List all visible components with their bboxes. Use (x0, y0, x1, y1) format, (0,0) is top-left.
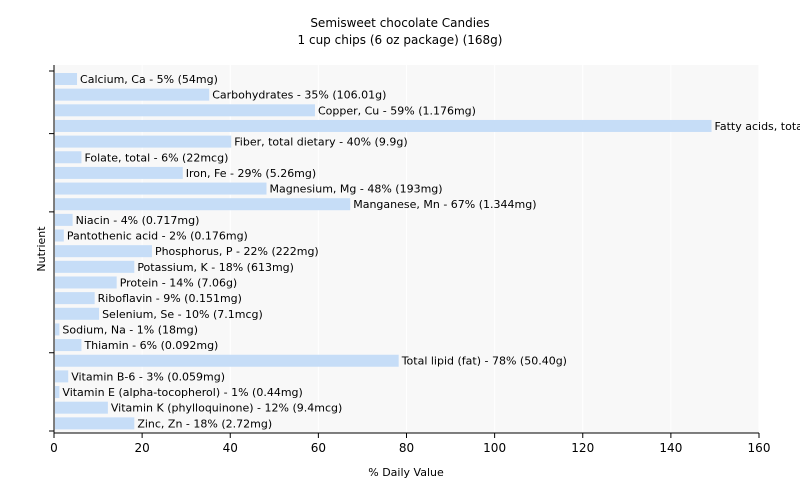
bar-label: Iron, Fe - 29% (5.26mg) (186, 167, 316, 180)
bar (55, 370, 69, 383)
x-tick-label: 120 (571, 441, 594, 455)
bar-label: Selenium, Se - 10% (7.1mcg) (102, 308, 263, 321)
bar (55, 73, 78, 85)
bar (55, 135, 232, 148)
bar (55, 276, 117, 289)
bar-label: Manganese, Mn - 67% (1.344mg) (353, 198, 536, 211)
bar-label: Sodium, Na - 1% (18mg) (62, 323, 198, 336)
bar-label: Niacin - 4% (0.717mg) (76, 214, 200, 227)
bar (55, 339, 82, 352)
bar (55, 88, 210, 101)
x-tick-label: 140 (659, 441, 682, 455)
bar (55, 229, 64, 242)
bar-label: Potassium, K - 18% (613mg) (137, 261, 294, 274)
bar-label: Thiamin - 6% (0.092mg) (83, 339, 218, 352)
chart-title: Semisweet chocolate Candies (310, 16, 489, 30)
bar-label: Copper, Cu - 59% (1.176mg) (318, 104, 476, 117)
bar (55, 292, 95, 305)
x-tick-label: 160 (748, 441, 771, 455)
bar (55, 213, 73, 226)
x-tick-label: 100 (483, 441, 506, 455)
bar (55, 104, 315, 117)
bar (55, 198, 351, 211)
x-tick-label: 20 (134, 441, 149, 455)
bar (55, 323, 60, 336)
bar-label: Vitamin E (alpha-tocopherol) - 1% (0.44m… (62, 386, 302, 399)
bar-label: Zinc, Zn - 18% (2.72mg) (137, 417, 272, 430)
bar (55, 354, 399, 367)
bar (55, 260, 135, 273)
bar-label: Vitamin B-6 - 3% (0.059mg) (71, 370, 225, 383)
bar-labels: Calcium, Ca - 5% (54mg) Carbohydrates - 3… (62, 73, 800, 430)
bar-label: Total lipid (fat) - 78% (50.40g) (401, 355, 567, 368)
x-tick-label: 80 (399, 441, 414, 455)
bar (55, 401, 108, 414)
x-axis-title: % Daily Value (368, 466, 444, 479)
y-axis-title: Nutrient (35, 226, 48, 272)
bar (55, 386, 60, 399)
bar (55, 151, 82, 164)
x-tick-label: 60 (311, 441, 326, 455)
x-tick-label: 40 (223, 441, 238, 455)
bar (55, 166, 183, 179)
bar-label: Fiber, total dietary - 40% (9.9g) (234, 136, 407, 149)
bar-label: Pantothenic acid - 2% (0.176mg) (67, 230, 248, 243)
bar-label: Protein - 14% (7.06g) (120, 276, 238, 289)
bar (55, 119, 712, 132)
bar (55, 245, 152, 258)
bar (55, 182, 267, 195)
chart-subtitle: 1 cup chips (6 oz package) (168g) (298, 33, 503, 47)
bar-label: Magnesium, Mg - 48% (193mg) (270, 183, 443, 196)
bar-label: Calcium, Ca - 5% (54mg) (80, 73, 218, 86)
bar-label: Riboflavin - 9% (0.151mg) (98, 292, 242, 305)
bar (55, 417, 135, 430)
x-tick-label: 0 (50, 441, 58, 455)
axes: 0 20 40 60 80 100 120 140 160 (49, 65, 770, 455)
bar (55, 307, 100, 320)
bar-label: Fatty acids, total saturated - 149% (29.… (715, 120, 800, 133)
bar-label: Phosphorus, P - 22% (222mg) (155, 245, 319, 258)
bar-label: Folate, total - 6% (22mcg) (84, 151, 228, 164)
bar-label: Carbohydrates - 35% (106.01g) (212, 89, 386, 102)
bar-label: Vitamin K (phylloquinone) - 12% (9.4mcg) (111, 402, 342, 415)
bars (55, 73, 712, 430)
